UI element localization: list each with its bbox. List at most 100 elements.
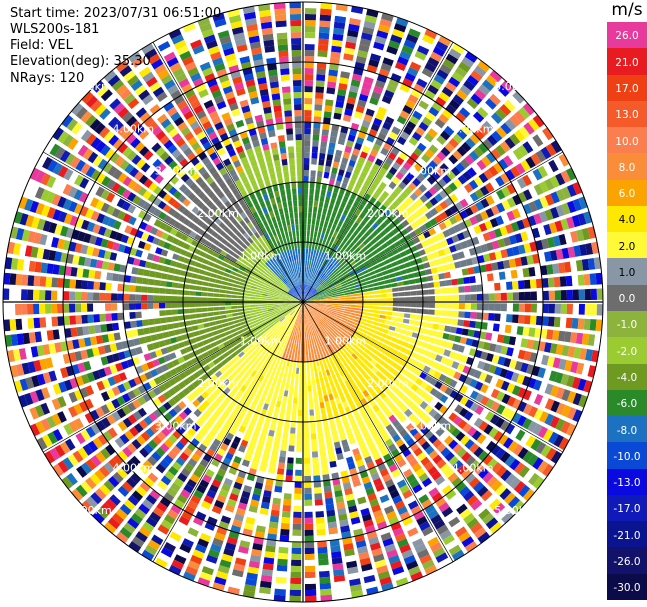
range-gate: [117, 293, 124, 301]
range-gate: [123, 522, 136, 534]
range-gate: [277, 558, 288, 566]
range-gate: [524, 303, 531, 313]
range-gate: [320, 588, 332, 596]
range-gate: [25, 214, 35, 228]
range-gate: [232, 519, 243, 528]
range-gate: [349, 511, 359, 519]
range-gate: [565, 423, 577, 437]
range-gate: [48, 370, 58, 382]
range-gate: [508, 496, 521, 509]
range-gate: [367, 493, 377, 502]
range-gate: [180, 489, 191, 499]
range-gate: [264, 45, 275, 53]
range-gate: [436, 524, 449, 535]
range-gate: [346, 165, 354, 173]
range-gate: [282, 92, 291, 99]
range-gate: [272, 497, 281, 505]
range-gate: [522, 418, 533, 430]
range-gate: [51, 303, 58, 314]
range-gate: [36, 437, 48, 451]
range-gate: [370, 274, 377, 280]
range-gate: [447, 121, 459, 132]
range-gate: [516, 326, 524, 336]
range-gate: [424, 504, 436, 515]
range-gate: [172, 430, 182, 440]
range-gate: [304, 44, 315, 51]
range-gate: [60, 225, 69, 237]
range-gate: [402, 176, 411, 186]
range-gate: [428, 227, 437, 236]
range-gate: [274, 588, 286, 596]
range-gate: [36, 247, 45, 259]
range-gate: [405, 267, 413, 274]
range-gate: [205, 468, 215, 478]
range-gate: [385, 171, 394, 180]
range-gate: [274, 485, 283, 493]
range-gate: [548, 290, 555, 301]
range-gate: [89, 409, 100, 421]
range-gate: [305, 2, 317, 9]
range-gate: [460, 435, 470, 446]
range-gate: [362, 26, 375, 35]
range-gate: [308, 212, 312, 219]
range-gate: [363, 481, 373, 490]
range-gate: [131, 536, 145, 548]
range-gate: [288, 366, 293, 373]
range-gate: [436, 69, 449, 80]
range-gate: [59, 441, 71, 454]
range-gate: [572, 303, 579, 315]
range-gate: [330, 466, 338, 474]
range-gate: [384, 320, 391, 325]
range-gate: [259, 507, 269, 516]
range-gate: [442, 264, 450, 272]
range-gate: [15, 318, 23, 331]
range-gate: [142, 521, 155, 533]
range-gate: [452, 310, 459, 318]
range-gate: [392, 332, 400, 338]
range-gate: [295, 457, 302, 464]
range-gate: [233, 481, 243, 490]
range-gate: [291, 541, 302, 548]
range-gate: [85, 477, 97, 490]
range-gate: [535, 278, 543, 289]
range-gate: [566, 184, 577, 197]
range-gate: [297, 427, 303, 434]
range-gate: [57, 411, 67, 423]
range-gate: [313, 469, 320, 476]
range-gate: [153, 408, 163, 418]
range-gate: [311, 445, 318, 452]
range-gate: [291, 559, 302, 566]
range-gate: [543, 224, 552, 236]
range-gate: [313, 396, 319, 404]
range-gate: [112, 424, 123, 435]
range-gate: [142, 404, 152, 414]
range-gate: [522, 174, 533, 186]
range-gate: [338, 297, 345, 300]
range-gate: [298, 385, 303, 392]
range-gate: [303, 421, 309, 428]
range-gate: [511, 385, 521, 396]
range-gate: [430, 542, 443, 553]
range-gate: [513, 110, 526, 123]
range-gate: [290, 571, 302, 578]
range-gate: [323, 394, 329, 402]
range-gate: [331, 551, 342, 559]
range-gate: [304, 463, 311, 470]
range-gate: [370, 324, 377, 330]
range-gate: [288, 439, 295, 446]
range-gate: [226, 472, 236, 481]
range-gate: [79, 401, 89, 413]
range-gate: [304, 56, 315, 63]
range-gate: [184, 532, 197, 543]
range-gate: [330, 197, 336, 205]
range-gate: [360, 507, 371, 516]
range-gate: [87, 314, 94, 324]
range-gate: [371, 321, 379, 326]
range-gate: [167, 509, 179, 520]
range-gate: [257, 470, 266, 478]
range-gate: [52, 429, 63, 442]
range-gate: [537, 367, 546, 379]
range-gate: [318, 38, 329, 46]
range-gate: [365, 319, 373, 324]
range-gate: [570, 332, 578, 344]
